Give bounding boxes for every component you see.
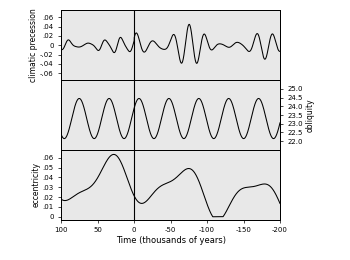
X-axis label: Time (thousands of years): Time (thousands of years) [116, 236, 226, 245]
Y-axis label: obliquity: obliquity [306, 98, 315, 132]
Y-axis label: eccentricity: eccentricity [32, 162, 41, 207]
Y-axis label: climatic precession: climatic precession [29, 8, 38, 82]
